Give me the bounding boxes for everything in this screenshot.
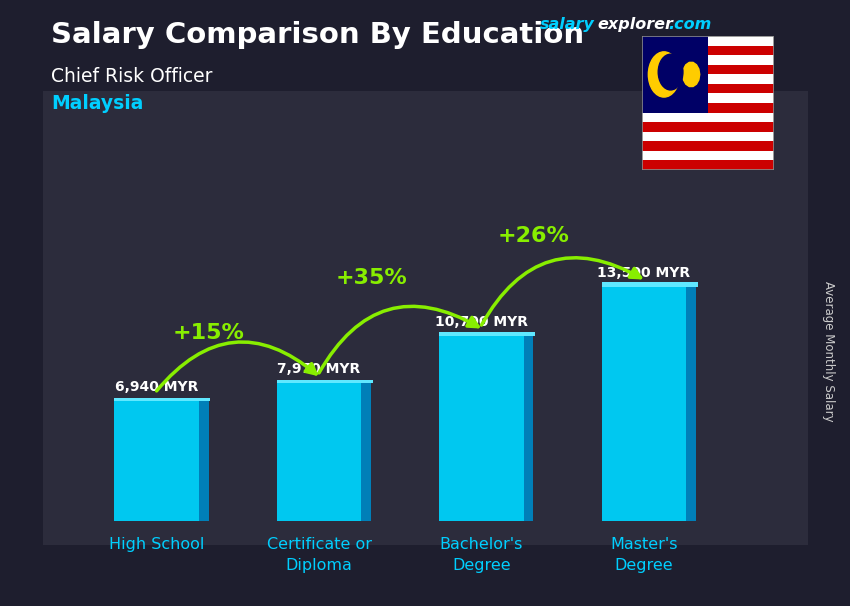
Bar [642, 75, 774, 84]
Bar [642, 122, 774, 132]
Circle shape [658, 54, 683, 90]
Bar [642, 65, 774, 75]
Bar [277, 382, 361, 521]
Text: Chief Risk Officer: Chief Risk Officer [51, 67, 212, 85]
Text: .com: .com [668, 17, 711, 32]
Bar [115, 398, 210, 401]
Bar [602, 282, 698, 287]
Bar [115, 400, 199, 521]
Bar [642, 55, 774, 65]
Bar [642, 103, 774, 113]
Bar [642, 46, 774, 55]
Text: 6,940 MYR: 6,940 MYR [115, 381, 198, 395]
Bar [197, 400, 208, 521]
Text: +35%: +35% [335, 268, 407, 288]
Bar [439, 332, 536, 336]
Text: salary: salary [540, 17, 594, 32]
Bar [642, 141, 774, 151]
Text: 7,970 MYR: 7,970 MYR [277, 362, 360, 376]
Circle shape [649, 52, 680, 97]
FancyArrowPatch shape [481, 258, 641, 325]
Text: explorer: explorer [598, 17, 673, 32]
Text: 10,700 MYR: 10,700 MYR [435, 315, 528, 328]
Bar [439, 334, 524, 521]
Bar [642, 84, 774, 93]
Bar [642, 151, 774, 160]
Text: +26%: +26% [497, 226, 570, 246]
Text: Malaysia: Malaysia [51, 94, 144, 113]
Text: +15%: +15% [173, 322, 245, 342]
FancyArrowPatch shape [319, 306, 478, 373]
Text: Average Monthly Salary: Average Monthly Salary [822, 281, 836, 422]
Bar [277, 380, 372, 383]
Bar [642, 113, 774, 122]
Bar [42, 91, 807, 545]
Text: Salary Comparison By Education: Salary Comparison By Education [51, 21, 584, 49]
Bar [684, 285, 696, 521]
Text: 13,500 MYR: 13,500 MYR [598, 265, 690, 279]
Bar [360, 382, 371, 521]
Bar [602, 285, 686, 521]
Bar [642, 36, 774, 46]
Bar [642, 160, 774, 170]
Bar [642, 36, 707, 113]
Bar [642, 93, 774, 103]
Bar [642, 132, 774, 141]
FancyArrowPatch shape [156, 342, 316, 391]
Bar [522, 334, 534, 521]
